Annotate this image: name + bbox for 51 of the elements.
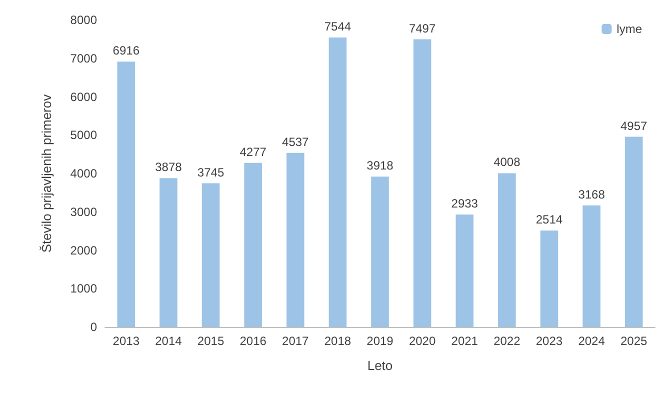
y-tick-label: 1000 xyxy=(70,282,98,296)
data-label: 4008 xyxy=(494,155,521,170)
data-label: 2933 xyxy=(451,196,478,210)
data-label: 3918 xyxy=(366,158,394,173)
y-tick-label: 3000 xyxy=(70,204,98,219)
y-tick-label: 0 xyxy=(90,320,98,334)
x-axis-title: Leto xyxy=(367,358,393,373)
x-tick-label: 2018 xyxy=(324,334,352,348)
x-tick-label: 2014 xyxy=(155,334,182,348)
data-label: 3745 xyxy=(197,165,224,180)
bar xyxy=(244,162,262,327)
x-tick-label: 2019 xyxy=(366,334,394,348)
data-label: 4957 xyxy=(620,118,648,133)
data-label: 7544 xyxy=(324,20,352,34)
bar xyxy=(624,136,643,327)
bar xyxy=(328,38,347,327)
x-tick-label: 2021 xyxy=(451,334,478,348)
data-label: 7497 xyxy=(408,21,436,36)
bar xyxy=(582,205,600,327)
x-tick-label: 2015 xyxy=(197,334,224,348)
x-tick-label: 2017 xyxy=(282,334,310,348)
bar xyxy=(286,152,304,327)
y-tick-label: 8000 xyxy=(70,13,98,27)
data-label: 2514 xyxy=(536,212,563,227)
y-tick-label: 2000 xyxy=(70,243,98,258)
bar xyxy=(160,178,178,327)
y-tick-label: 6000 xyxy=(70,90,98,104)
data-label: 4537 xyxy=(282,134,310,149)
data-label: 3168 xyxy=(578,187,606,202)
x-tick-label: 2023 xyxy=(536,334,563,348)
data-label: 6916 xyxy=(112,44,140,58)
x-tick-label: 2022 xyxy=(494,334,521,348)
data-label: 4277 xyxy=(240,144,267,159)
y-axis-title: Število prijavljenih primerov xyxy=(39,94,54,253)
legend-label: lyme xyxy=(616,22,642,36)
bar xyxy=(498,173,516,327)
bar xyxy=(456,214,474,327)
y-tick-label: 4000 xyxy=(70,166,98,180)
bar xyxy=(117,62,136,327)
x-tick-label: 2016 xyxy=(240,334,267,348)
x-tick-label: 2020 xyxy=(408,334,436,348)
bar xyxy=(413,39,432,327)
x-tick-label: 2013 xyxy=(112,334,140,348)
bar xyxy=(540,230,558,327)
x-tick-label: 2024 xyxy=(578,334,606,348)
y-tick-label: 5000 xyxy=(70,128,98,142)
data-label: 3878 xyxy=(155,160,182,174)
bar xyxy=(371,176,389,327)
bar xyxy=(202,183,220,327)
y-tick-label: 7000 xyxy=(70,51,98,66)
x-tick-label: 2025 xyxy=(620,334,648,348)
